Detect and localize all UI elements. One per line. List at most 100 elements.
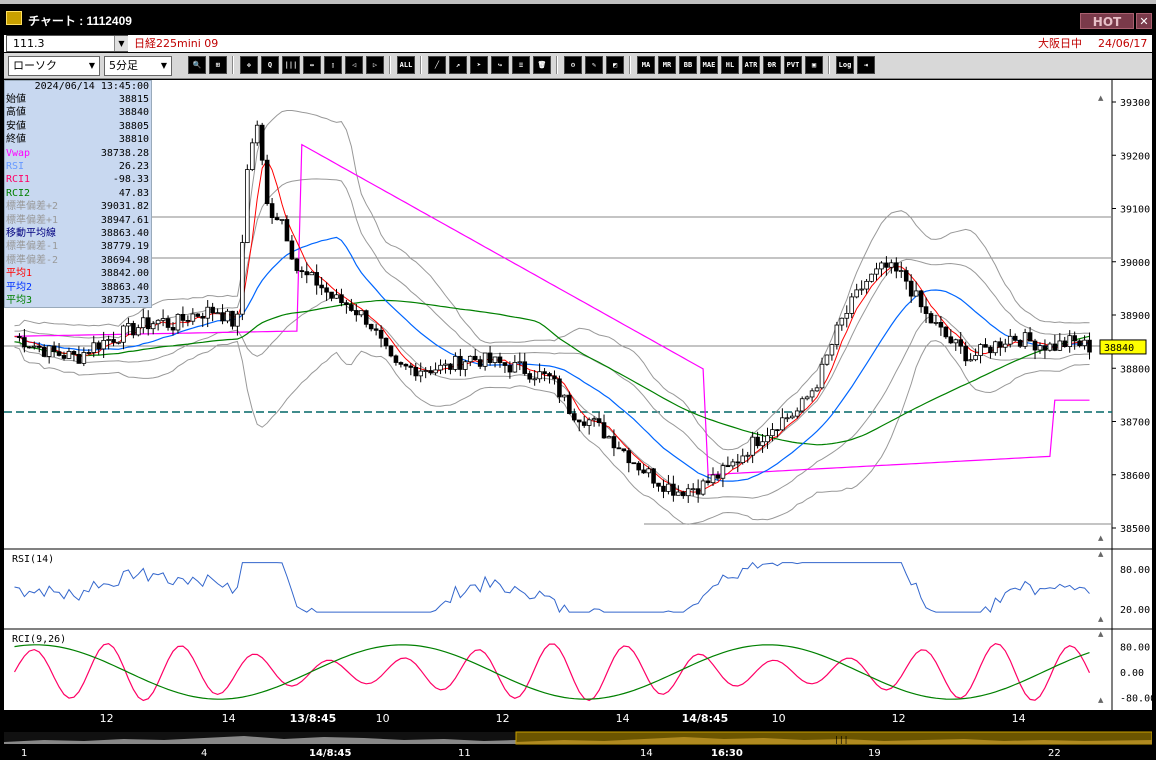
candle-body xyxy=(522,361,528,374)
bb-button[interactable]: BB xyxy=(679,56,697,74)
candle-body xyxy=(1007,335,1013,345)
frame-button[interactable]: ▣ xyxy=(805,56,823,74)
candle-body xyxy=(824,354,830,365)
pvt-button[interactable]: PVT xyxy=(784,56,802,74)
hot-button[interactable]: HOT xyxy=(1080,13,1134,29)
candle-body xyxy=(32,345,37,348)
info-row: 平均3 38735.73 xyxy=(5,295,151,307)
draw-line-button[interactable]: ╱ xyxy=(428,56,446,74)
zoom-button[interactable]: 🔍 xyxy=(188,56,206,74)
candle-body xyxy=(725,465,731,468)
price-chart-svg[interactable]: 39300 39200 39100 39000 38900 38800 38700 38600… xyxy=(4,80,1152,710)
symbol-code-input[interactable]: 111.3 xyxy=(6,35,128,52)
candle-body xyxy=(611,436,617,449)
candle-body xyxy=(145,317,151,330)
mae-button[interactable]: MAE xyxy=(700,56,718,74)
svg-text:|||: ||| xyxy=(834,735,848,744)
candle-body xyxy=(874,268,879,275)
chevron-down-icon[interactable]: ▼ xyxy=(114,36,128,51)
candle-body xyxy=(1022,332,1028,347)
candle-body xyxy=(458,355,463,370)
price-tick-label: 39300 xyxy=(1120,98,1150,109)
info-row: 標準偏差+1 38947.61 xyxy=(5,215,151,227)
candle-body xyxy=(195,313,201,317)
candle-body xyxy=(91,342,97,353)
tool-button[interactable]: ✎ xyxy=(585,56,603,74)
cursor-button[interactable]: ⊞ xyxy=(209,56,227,74)
time-axis-label: 13/8:45 xyxy=(289,712,337,725)
chart-area[interactable]: 39300 39200 39100 39000 38900 38800 38700 38600… xyxy=(4,80,1152,710)
scroll-arrow-icon: ▲ xyxy=(1098,630,1104,638)
chart-type-select[interactable]: ローソク ▼ xyxy=(8,56,100,76)
candle-body xyxy=(666,483,671,492)
all-button[interactable]: ALL xyxy=(397,56,415,74)
candle-body xyxy=(160,318,166,321)
scroll-arrow-icon: ▲ xyxy=(1098,94,1104,102)
mr-button[interactable]: MR xyxy=(658,56,676,74)
candle-body xyxy=(869,273,874,282)
settings-button[interactable]: ⚙ xyxy=(564,56,582,74)
fit-left-button[interactable]: ◁ xyxy=(345,56,363,74)
crosshair-button[interactable]: ✥ xyxy=(240,56,258,74)
candle-body xyxy=(150,323,156,330)
candle-body xyxy=(175,313,181,331)
bar-spacing-button[interactable]: ↔ xyxy=(303,56,321,74)
ma-button[interactable]: MA xyxy=(637,56,655,74)
interval-select[interactable]: 5分足 ▼ xyxy=(104,56,172,76)
ohlc-info-panel: 2024/06/14 13:45:00 始値 38815 高値 38840 安値 3880… xyxy=(4,80,152,308)
candle-body xyxy=(819,363,825,389)
candle-body xyxy=(988,346,993,354)
navigator-scrollbar[interactable]: ||| xyxy=(4,730,1153,746)
fit-right-button[interactable]: ▷ xyxy=(366,56,384,74)
info-value: 39031.82 xyxy=(100,201,149,213)
candle-body xyxy=(210,306,215,314)
info-row: Vwap 38738.28 xyxy=(5,148,151,160)
close-icon[interactable]: ✕ xyxy=(1136,13,1152,29)
candle-body xyxy=(690,488,696,491)
draw-arrow-button[interactable]: ↗ xyxy=(449,56,467,74)
candle-body xyxy=(720,465,726,479)
vwap-line xyxy=(14,143,1090,476)
candle-body xyxy=(631,462,637,465)
info-row: 終値 38810 xyxy=(5,134,151,146)
info-label: 標準偏差+2 xyxy=(6,201,59,213)
info-label: 移動平均線 xyxy=(6,228,56,239)
trash-button[interactable]: 🗑 xyxy=(533,56,551,74)
candle-body xyxy=(1082,339,1087,347)
info-value: -98.33 xyxy=(112,174,149,186)
price-tick-label: 39100 xyxy=(1120,205,1150,216)
export-button[interactable]: ⇥ xyxy=(857,56,875,74)
pointer-button[interactable]: ➤ xyxy=(470,56,488,74)
candle-body xyxy=(685,488,691,497)
info-row: 平均1 38842.00 xyxy=(5,268,151,280)
info-value: 38863.40 xyxy=(100,281,149,293)
color-button[interactable]: ◩ xyxy=(606,56,624,74)
scroll-arrow-icon: ▲ xyxy=(1098,615,1104,623)
redo-button[interactable]: ↪ xyxy=(491,56,509,74)
candle-body xyxy=(1067,335,1072,347)
list-button[interactable]: ≡ xyxy=(512,56,530,74)
candle-body xyxy=(1077,340,1082,347)
atr-button[interactable]: ATR xyxy=(742,56,760,74)
candle-body xyxy=(576,419,582,423)
log-button[interactable]: Log xyxy=(836,56,854,74)
price-tick-label: 39000 xyxy=(1120,258,1150,269)
scroll-lock-button[interactable]: ▯ xyxy=(324,56,342,74)
candle-body xyxy=(294,258,300,271)
candle-body xyxy=(289,240,295,260)
candle-body xyxy=(41,346,47,357)
candle-body xyxy=(735,461,741,464)
rsi-tick-label: 80.00 xyxy=(1120,565,1150,576)
magnify-button[interactable]: Q xyxy=(261,56,279,74)
hl-button[interactable]: HL xyxy=(721,56,739,74)
candle-body xyxy=(141,317,146,329)
candle-body xyxy=(700,480,706,495)
candle-body xyxy=(329,291,334,299)
candle-body xyxy=(170,327,176,331)
candle-body xyxy=(705,480,711,484)
candle-body xyxy=(463,361,468,370)
bar-width-button[interactable]: ||| xyxy=(282,56,300,74)
candle-body xyxy=(1003,343,1008,348)
candle-body xyxy=(205,306,210,319)
dr-button[interactable]: ĐR xyxy=(763,56,781,74)
